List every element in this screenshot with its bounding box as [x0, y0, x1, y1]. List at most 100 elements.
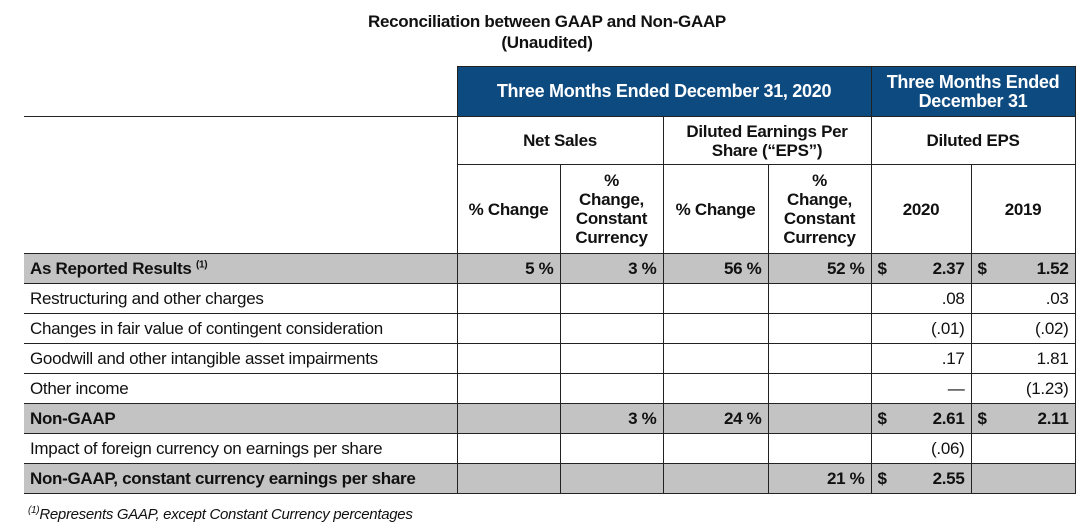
footnote-mark: (1)	[28, 505, 40, 516]
cell-eps: 56 %	[662, 253, 769, 284]
cell-eps	[662, 283, 769, 314]
cell-ns_cc	[559, 283, 664, 314]
row-label-text: Restructuring and other charges	[30, 288, 264, 308]
cell-eps_cc	[767, 313, 872, 344]
cell-ns	[456, 373, 561, 404]
cell-eps_cc	[767, 283, 872, 314]
eps-value: 2.61	[932, 408, 965, 428]
cell-eps-2019	[970, 433, 1076, 464]
cell-eps-2020: $2.61	[870, 403, 972, 434]
table-row: Non-GAAP 3 % 24 % $2.61 $2.11	[24, 403, 1076, 434]
cell-eps-2019: .03	[970, 283, 1076, 314]
row-label-text: Goodwill and other intangible asset impa…	[30, 348, 378, 368]
row-label-text: Impact of foreign currency on earnings p…	[30, 438, 383, 458]
cell-eps	[662, 433, 769, 464]
eps-value: 2.37	[932, 258, 965, 278]
cell-ns_cc	[559, 313, 664, 344]
report-subtitle: (Unaudited)	[501, 33, 593, 52]
empty-corner	[24, 66, 457, 117]
cell-eps_cc	[767, 373, 872, 404]
table-row: As Reported Results (1) 5 % 3 % 56 % 52 % $2.…	[24, 253, 1076, 284]
table-row: Restructuring and other charges .08 .03	[24, 283, 1076, 314]
cell-ns	[456, 433, 561, 464]
row-label: As Reported Results (1)	[24, 253, 458, 284]
eps-value: (1.23)	[1025, 378, 1069, 398]
header-pct-change-cc: % Change, Constant Currency	[559, 164, 664, 254]
eps-value: (.01)	[931, 318, 965, 338]
cell-ns_cc	[559, 463, 664, 494]
header-2019: 2019	[970, 164, 1076, 254]
cell-ns	[456, 283, 561, 314]
cell-eps_cc: 21 %	[767, 463, 872, 494]
row-label: Other income	[24, 373, 458, 404]
eps-value: .08	[941, 288, 965, 308]
eps-value: 1.52	[1036, 258, 1069, 278]
cell-eps_cc	[767, 433, 872, 464]
empty-corner	[24, 117, 457, 165]
cell-ns_cc	[559, 343, 664, 374]
dollar-sign: $	[877, 408, 887, 428]
cell-eps-2019: 1.81	[970, 343, 1076, 374]
table-row: Non-GAAP, constant currency earnings per…	[24, 463, 1076, 494]
cell-eps	[662, 463, 769, 494]
cell-eps-2019: $1.52	[970, 253, 1076, 284]
row-label: Impact of foreign currency on earnings p…	[24, 433, 458, 464]
header-three-months: Three Months Ended December 31	[870, 66, 1076, 117]
cell-eps-2019: (.02)	[970, 313, 1076, 344]
row-label: Restructuring and other charges	[24, 283, 458, 314]
cell-eps-2020: (.01)	[870, 313, 972, 344]
cell-eps	[662, 313, 769, 344]
row-label-text: Non-GAAP	[30, 408, 116, 428]
row-label: Goodwill and other intangible asset impa…	[24, 343, 458, 374]
cell-eps-2020: —	[870, 373, 972, 404]
cell-ns	[456, 403, 561, 434]
cell-ns_cc	[559, 433, 664, 464]
cell-eps_cc: 52 %	[767, 253, 872, 284]
eps-value: .03	[1045, 288, 1069, 308]
cell-eps	[662, 343, 769, 374]
table-row: Changes in fair value of contingent cons…	[24, 313, 1076, 344]
cell-eps	[662, 373, 769, 404]
row-label: Non-GAAP, constant currency earnings per…	[24, 463, 458, 494]
cell-ns	[456, 343, 561, 374]
cell-eps-2020: (.06)	[870, 433, 972, 464]
eps-value: .17	[941, 348, 965, 368]
cell-eps-2019	[970, 463, 1076, 494]
cell-ns	[456, 463, 561, 494]
cell-eps: 24 %	[662, 403, 769, 434]
cell-ns_cc: 3 %	[559, 403, 664, 434]
dollar-sign: $	[877, 258, 887, 278]
report-title: Reconciliation between GAAP and Non-GAAP	[368, 12, 726, 31]
row-label-text: Non-GAAP, constant currency earnings per…	[30, 468, 416, 488]
dollar-sign: $	[877, 468, 887, 488]
cell-eps-2019: (1.23)	[970, 373, 1076, 404]
cell-ns: 5 %	[456, 253, 561, 284]
header-three-months-2020: Three Months Ended December 31, 2020	[456, 66, 872, 117]
footnote-text: Represents GAAP, except Constant Currenc…	[39, 506, 413, 523]
eps-value: 2.11	[1037, 408, 1069, 428]
cell-eps-2020: $2.37	[870, 253, 972, 284]
reconciliation-table: Three Months Ended December 31, 2020 Thr…	[24, 66, 1076, 494]
header-pct-change: % Change	[456, 164, 561, 254]
row-label: Changes in fair value of contingent cons…	[24, 313, 458, 344]
header-pct-change: % Change	[662, 164, 769, 254]
header-diluted-eps-yoy: Diluted EPS	[870, 116, 1076, 165]
header-diluted-eps: Diluted Earnings Per Share (“EPS”)	[662, 116, 872, 165]
empty-corner	[24, 164, 457, 254]
footnote-ref: (1)	[195, 258, 208, 270]
cell-eps-2020: $2.55	[870, 463, 972, 494]
cell-eps-2019: $2.11	[970, 403, 1076, 434]
cell-eps_cc	[767, 403, 872, 434]
cell-eps-2020: .17	[870, 343, 972, 374]
eps-value: 2.55	[932, 468, 965, 488]
eps-value: (.02)	[1035, 318, 1069, 338]
row-label-text: Changes in fair value of contingent cons…	[30, 318, 383, 338]
dollar-sign: $	[977, 258, 987, 278]
cell-eps-2020: .08	[870, 283, 972, 314]
cell-eps_cc	[767, 343, 872, 374]
table-row: Other income — (1.23)	[24, 373, 1076, 404]
table-row: Impact of foreign currency on earnings p…	[24, 433, 1076, 464]
cell-ns_cc	[559, 373, 664, 404]
cell-ns	[456, 313, 561, 344]
eps-value: 1.81	[1036, 348, 1069, 368]
